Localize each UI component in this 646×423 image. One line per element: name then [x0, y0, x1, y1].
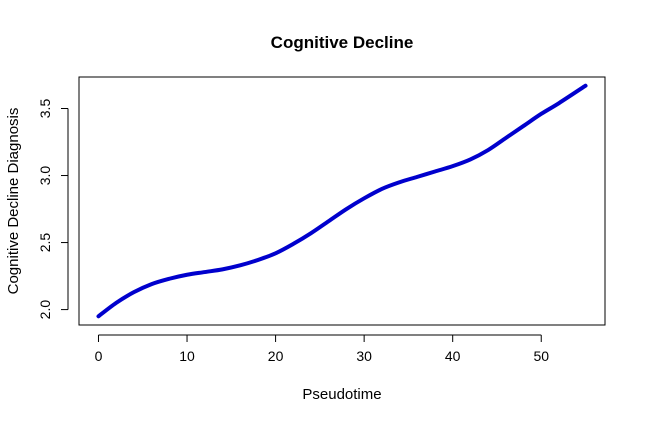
- series-line: [96, 83, 588, 319]
- y-tick-label: 2.0: [37, 300, 53, 320]
- plot-area-frame: [78, 76, 606, 326]
- x-tick-label: 50: [533, 348, 549, 364]
- chart-title: Cognitive Decline: [271, 33, 414, 52]
- y-tick-label: 3.5: [37, 99, 53, 119]
- y-axis: 2.0 2.5 3.0 3.5: [37, 99, 69, 320]
- x-tick-label: 10: [179, 348, 195, 364]
- x-tick-label: 40: [445, 348, 461, 364]
- x-axis: 0 10 20 30 40 50: [95, 334, 549, 364]
- x-axis-label: Pseudotime: [302, 386, 381, 403]
- x-tick-label: 30: [356, 348, 372, 364]
- y-tick-label: 3.0: [37, 166, 53, 186]
- y-axis-label: Cognitive Decline Diagnosis: [5, 108, 22, 295]
- y-tick-label: 2.5: [37, 233, 53, 253]
- x-tick-label: 20: [268, 348, 284, 364]
- x-tick-label: 0: [95, 348, 103, 364]
